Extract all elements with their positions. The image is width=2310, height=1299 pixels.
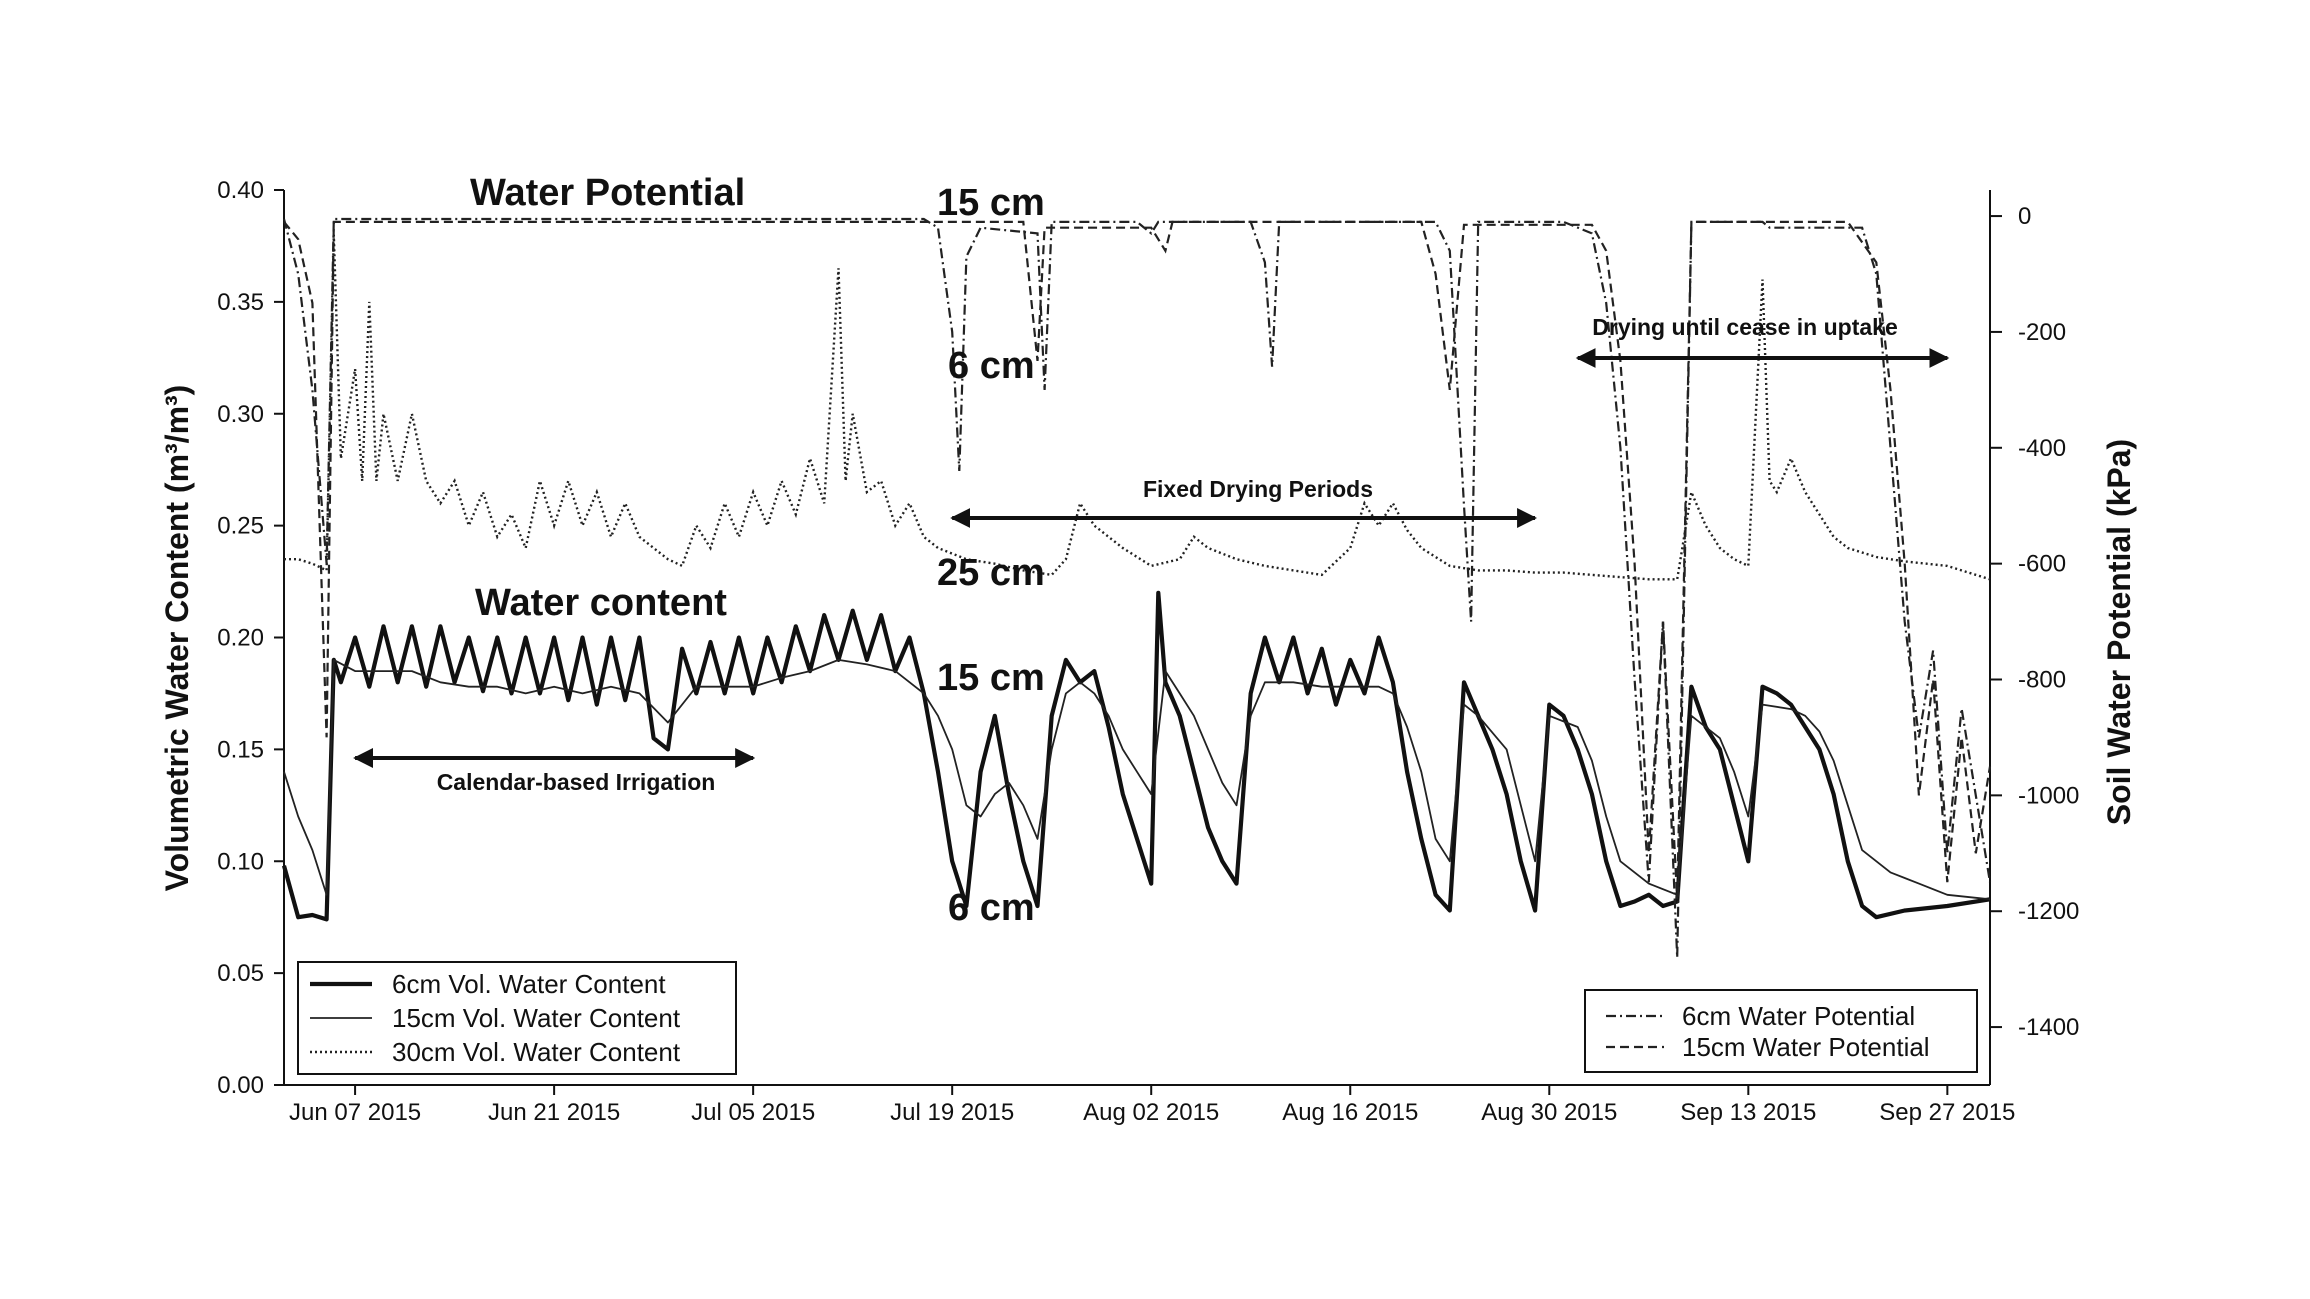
wp-15cm-label: 15 cm (937, 182, 1045, 224)
x-tick-label: Sep 13 2015 (1680, 1099, 1816, 1126)
right-y-tick-label: -1200 (2018, 898, 2079, 925)
x-tick-label: Jun 21 2015 (488, 1099, 620, 1126)
right-y-tick-label: -400 (2018, 435, 2066, 462)
vwc-6cm-label: 6 cm (948, 887, 1035, 929)
legend-vwc: 6cm Vol. Water Content 15cm Vol. Water C… (297, 961, 737, 1075)
right-y-tick-label: -1400 (2018, 1014, 2079, 1041)
left-y-axis-title: Volumetric Water Content (m³/m³) (159, 385, 195, 892)
x-tick-label: Jul 19 2015 (890, 1099, 1014, 1126)
series-15cm-vol-water-content (283, 659, 1991, 901)
left-y-tick-label: 0.00 (217, 1072, 264, 1099)
period-annotations: Calendar-based Irrigation Fixed Drying P… (353, 314, 1950, 795)
legend-label-15cm-vwc: 15cm Vol. Water Content (392, 1003, 681, 1033)
left-y-tick-label: 0.25 (217, 513, 264, 540)
series-30cm-vol-water-content (284, 234, 1991, 581)
legend-label-6cm-wp: 6cm Water Potential (1682, 1001, 1915, 1031)
water-content-label: Water content (475, 582, 727, 624)
legend-wp-box (1584, 989, 1978, 1073)
right-y-axis-title: Soil Water Potential (kPa) (2101, 439, 2137, 825)
vwc-25cm-label: 25 cm (937, 552, 1045, 594)
legend-label-30cm-vwc: 30cm Vol. Water Content (392, 1037, 681, 1067)
right-y-tick-label: -200 (2018, 319, 2066, 346)
legend-label-15cm-wp: 15cm Water Potential (1682, 1032, 1930, 1062)
right-y-tick-label: -600 (2018, 551, 2066, 578)
left-y-tick-label: 0.40 (217, 177, 264, 204)
fixed-drying-label: Fixed Drying Periods (1143, 476, 1373, 502)
wp-6cm-label: 6 cm (948, 345, 1035, 387)
drying-until-cease-label: Drying until cease in uptake (1592, 314, 1897, 340)
x-tick-label: Aug 30 2015 (1481, 1099, 1617, 1126)
x-axis-ticks: Jun 07 2015 Jun 21 2015 Jul 05 2015 Jul 19 … (289, 1085, 2015, 1126)
x-tick-label: Aug 02 2015 (1083, 1099, 1219, 1126)
right-y-axis-ticks: 0 -200 -400 -600 -800 -1000 -1200 -1400 (1990, 203, 2079, 1041)
series-callouts: Water Potential Water content 15 cm 6 cm… (470, 172, 1045, 929)
left-y-tick-label: 0.10 (217, 848, 264, 875)
legend-label-6cm-vwc: 6cm Vol. Water Content (392, 969, 666, 999)
left-y-tick-label: 0.35 (217, 289, 264, 316)
x-tick-label: Jul 05 2015 (691, 1099, 815, 1126)
series-6cm-water-potential (282, 217, 1992, 958)
plot-area (281, 217, 1992, 958)
left-y-tick-label: 0.15 (217, 736, 264, 763)
left-y-axis-ticks: 0.00 0.05 0.10 0.15 0.20 0.25 0.30 0.35 0.40 (217, 177, 284, 1099)
left-y-tick-label: 0.30 (217, 401, 264, 428)
series-6cm-vol-water-content (281, 590, 1991, 922)
left-y-tick-label: 0.05 (217, 960, 264, 987)
x-tick-label: Jun 07 2015 (289, 1099, 421, 1126)
series-15cm-water-potential (283, 220, 1992, 900)
right-y-tick-label: -1000 (2018, 782, 2079, 809)
legend-water-potential: 6cm Water Potential 15cm Water Potential (1584, 989, 1978, 1073)
x-tick-label: Aug 16 2015 (1282, 1099, 1418, 1126)
calendar-period-label: Calendar-based Irrigation (437, 769, 716, 795)
right-y-tick-label: -800 (2018, 666, 2066, 693)
vwc-15cm-label: 15 cm (937, 657, 1045, 699)
x-tick-label: Sep 27 2015 (1879, 1099, 2015, 1126)
water-potential-label: Water Potential (470, 172, 745, 214)
left-y-tick-label: 0.20 (217, 625, 264, 652)
right-y-tick-label: 0 (2018, 203, 2031, 230)
